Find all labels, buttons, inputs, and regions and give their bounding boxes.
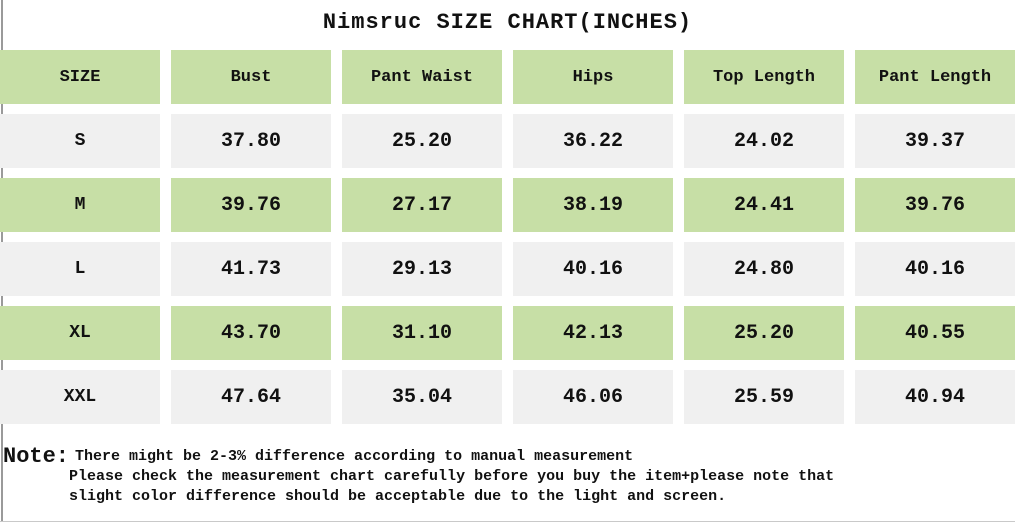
value-cell: 24.41	[684, 178, 844, 232]
value-cell: 31.10	[342, 306, 502, 360]
value-cell: 24.80	[684, 242, 844, 296]
value-cell: 25.59	[684, 370, 844, 424]
note-line-2: Please check the measurement chart caref…	[69, 468, 835, 485]
value-cell: 36.22	[513, 114, 673, 168]
value-cell: 24.02	[684, 114, 844, 168]
value-cell: 39.76	[855, 178, 1015, 232]
column-header-size: SIZE	[0, 50, 160, 104]
value-cell: 37.80	[171, 114, 331, 168]
value-cell: 40.16	[855, 242, 1015, 296]
value-cell: 40.55	[855, 306, 1015, 360]
column-header-pant-waist: Pant Waist	[342, 50, 502, 104]
value-cell: 25.20	[684, 306, 844, 360]
value-cell: 43.70	[171, 306, 331, 360]
size-cell-xxl: XXL	[0, 370, 160, 424]
size-cell-l: L	[0, 242, 160, 296]
note-line-1: Note: There might be 2-3% difference acco…	[3, 444, 1013, 469]
value-cell: 25.20	[342, 114, 502, 168]
value-cell: 40.16	[513, 242, 673, 296]
note-line-3: slight color difference should be accept…	[69, 488, 727, 505]
value-cell: 47.64	[171, 370, 331, 424]
value-cell: 38.19	[513, 178, 673, 232]
column-header-top-length: Top Length	[684, 50, 844, 104]
page-title: Nimsruc SIZE CHART(INCHES)	[322, 10, 693, 35]
size-chart-table: SIZE Bust Pant Waist Hips Top Length Pan…	[0, 50, 1015, 424]
value-cell: 40.94	[855, 370, 1015, 424]
note-text-1: There might be 2-3% difference according…	[75, 448, 634, 465]
value-cell: 41.73	[171, 242, 331, 296]
column-header-bust: Bust	[171, 50, 331, 104]
note-section: Note: There might be 2-3% difference acco…	[3, 444, 1013, 507]
value-cell: 46.06	[513, 370, 673, 424]
value-cell: 39.76	[171, 178, 331, 232]
value-cell: 42.13	[513, 306, 673, 360]
size-cell-s: S	[0, 114, 160, 168]
value-cell: 29.13	[342, 242, 502, 296]
value-cell: 27.17	[342, 178, 502, 232]
size-cell-m: M	[0, 178, 160, 232]
column-header-pant-length: Pant Length	[855, 50, 1015, 104]
size-cell-xl: XL	[0, 306, 160, 360]
value-cell: 35.04	[342, 370, 502, 424]
note-label: Note:	[3, 444, 70, 469]
value-cell: 39.37	[855, 114, 1015, 168]
column-header-hips: Hips	[513, 50, 673, 104]
